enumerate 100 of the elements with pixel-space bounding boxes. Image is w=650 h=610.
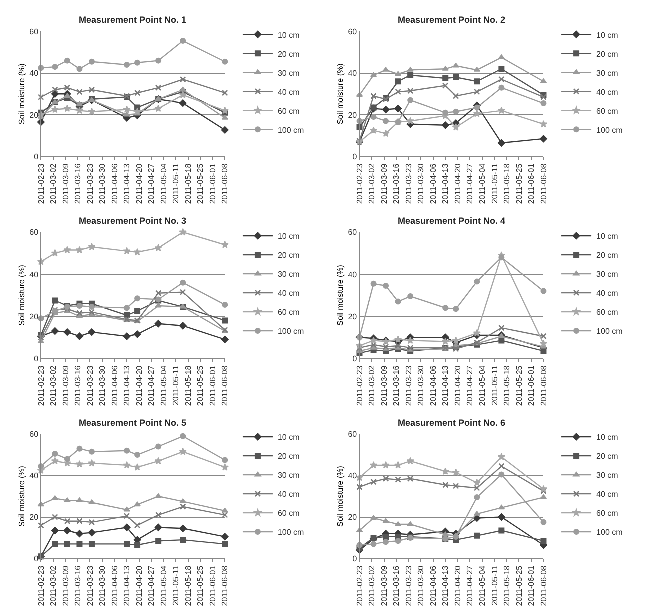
x-tick-label: 2011-02-23 — [36, 365, 46, 406]
x-tick-label: 2011-04-27 — [466, 163, 475, 204]
x-tick-label: 2011-04-20 — [134, 565, 144, 606]
x-tick-label: 2011-05-04 — [159, 565, 168, 606]
legend-label: 60 cm — [596, 509, 619, 518]
x-tick-label: 2011-06-08 — [220, 365, 230, 406]
x-tick-label: 2011-03-16 — [74, 365, 83, 406]
x-tick-label: 2011-04-06 — [110, 565, 120, 606]
y-tick-label: 0 — [352, 152, 358, 162]
x-tick-label: 2011-05-11 — [172, 565, 181, 606]
y-tick-label: 0 — [352, 554, 358, 564]
y-tick-label: 40 — [348, 270, 358, 280]
x-tick-label: 2011-04-06 — [428, 565, 438, 606]
y-tick-label: 40 — [348, 69, 358, 78]
x-tick-label: 2011-02-23 — [355, 163, 364, 204]
y-tick-label: 40 — [30, 472, 40, 481]
x-tick-label: 2011-04-20 — [134, 163, 144, 204]
x-tick-label: 2011-05-25 — [196, 565, 206, 606]
legend-label: 100 cm — [278, 528, 305, 538]
x-tick-label: 2011-06-08 — [220, 565, 230, 606]
x-tick-label: 2011-03-23 — [404, 565, 414, 606]
legend-label: 10 cm — [596, 30, 619, 40]
y-tick-label: 20 — [30, 513, 40, 522]
chart-title: Measurement Point No. 4 — [398, 216, 506, 226]
x-tick-label: 2011-04-27 — [466, 565, 475, 606]
x-tick-label: 2011-04-20 — [453, 163, 462, 204]
legend-label: 60 cm — [596, 308, 619, 318]
x-tick-label: 2011-03-02 — [368, 365, 377, 406]
legend-label: 10 cm — [596, 232, 619, 242]
x-tick-label: 2011-04-13 — [122, 163, 132, 204]
x-tick-label: 2011-04-13 — [441, 365, 450, 406]
y-axis-title: Soil moisture (%) — [336, 63, 345, 125]
y-tick-label: 40 — [348, 472, 358, 481]
x-tick-label: 2011-03-23 — [404, 163, 414, 204]
chart-title: Measurement Point No. 5 — [79, 418, 187, 428]
legend-label: 60 cm — [278, 106, 300, 116]
x-tick-label: 2011-03-02 — [49, 365, 58, 406]
legend-label: 20 cm — [596, 251, 619, 260]
x-tick-label: 2011-03-02 — [368, 163, 377, 204]
y-tick-label: 60 — [348, 27, 358, 36]
x-tick-label: 2011-04-27 — [147, 365, 156, 406]
legend-label: 30 cm — [596, 68, 619, 78]
x-tick-label: 2011-05-11 — [490, 365, 500, 406]
x-tick-label: 2011-02-23 — [36, 565, 46, 606]
y-tick-label: 0 — [34, 354, 40, 364]
x-tick-label: 2011-04-20 — [134, 365, 144, 406]
x-tick-label: 2011-03-16 — [74, 163, 83, 204]
x-tick-label: 2011-02-23 — [36, 163, 46, 204]
x-tick-label: 2011-04-13 — [441, 163, 450, 204]
legend-label: 100 cm — [596, 528, 624, 538]
y-tick-label: 0 — [34, 554, 40, 564]
legend-label: 20 cm — [278, 50, 300, 59]
legend-label: 10 cm — [278, 30, 300, 40]
x-tick-label: 2011-05-04 — [478, 163, 487, 204]
x-tick-label: 2011-04-06 — [428, 163, 438, 204]
x-tick-label: 2011-06-01 — [208, 565, 218, 606]
y-axis-title: Soil moisture (%) — [17, 63, 26, 125]
legend-label: 100 cm — [596, 126, 624, 135]
x-tick-label: 2011-05-18 — [502, 365, 512, 406]
x-tick-label: 2011-04-13 — [122, 365, 132, 406]
legend-label: 30 cm — [278, 471, 300, 480]
x-tick-label: 2011-06-08 — [220, 163, 230, 204]
x-tick-label: 2011-03-02 — [368, 565, 377, 606]
x-tick-label: 2011-05-04 — [478, 565, 487, 606]
x-tick-label: 2011-05-18 — [502, 163, 512, 204]
x-tick-label: 2011-05-18 — [184, 565, 193, 606]
y-tick-label: 0 — [352, 354, 358, 364]
legend-label: 40 cm — [596, 289, 619, 298]
x-tick-label: 2011-04-13 — [441, 565, 450, 606]
y-tick-label: 20 — [30, 110, 40, 120]
x-tick-label: 2011-03-30 — [416, 365, 426, 406]
y-tick-label: 60 — [30, 228, 40, 238]
x-tick-label: 2011-04-27 — [147, 163, 156, 204]
legend-label: 30 cm — [278, 270, 300, 280]
x-tick-label: 2011-03-16 — [392, 163, 402, 204]
legend-label: 10 cm — [278, 433, 300, 442]
x-tick-label: 2011-06-01 — [208, 365, 218, 406]
legend-label: 60 cm — [278, 509, 300, 518]
legend-label: 20 cm — [596, 50, 619, 59]
legend-label: 30 cm — [596, 270, 619, 280]
x-tick-label: 2011-03-09 — [61, 365, 70, 406]
x-tick-label: 2011-05-18 — [502, 565, 512, 606]
x-tick-label: 2011-04-27 — [466, 365, 475, 406]
x-tick-label: 2011-05-25 — [514, 565, 524, 606]
x-tick-label: 2011-04-20 — [453, 565, 462, 606]
x-tick-label: 2011-04-13 — [122, 565, 132, 606]
chart-title: Measurement Point No. 3 — [79, 216, 187, 226]
x-tick-label: 2011-05-11 — [490, 163, 500, 204]
legend-label: 100 cm — [596, 327, 624, 336]
legend-label: 10 cm — [596, 433, 619, 442]
legend-label: 60 cm — [278, 308, 300, 318]
x-tick-label: 2011-03-30 — [98, 565, 108, 606]
x-tick-label: 2011-03-23 — [86, 365, 95, 406]
y-tick-label: 20 — [30, 312, 40, 322]
chart-title: Measurement Point No. 1 — [79, 15, 187, 25]
y-axis-title: Soil moisture (%) — [17, 466, 26, 527]
legend-label: 20 cm — [278, 452, 300, 462]
x-tick-label: 2011-03-30 — [98, 365, 108, 406]
x-tick-label: 2011-04-06 — [110, 163, 120, 204]
x-tick-label: 2011-06-01 — [208, 163, 218, 204]
